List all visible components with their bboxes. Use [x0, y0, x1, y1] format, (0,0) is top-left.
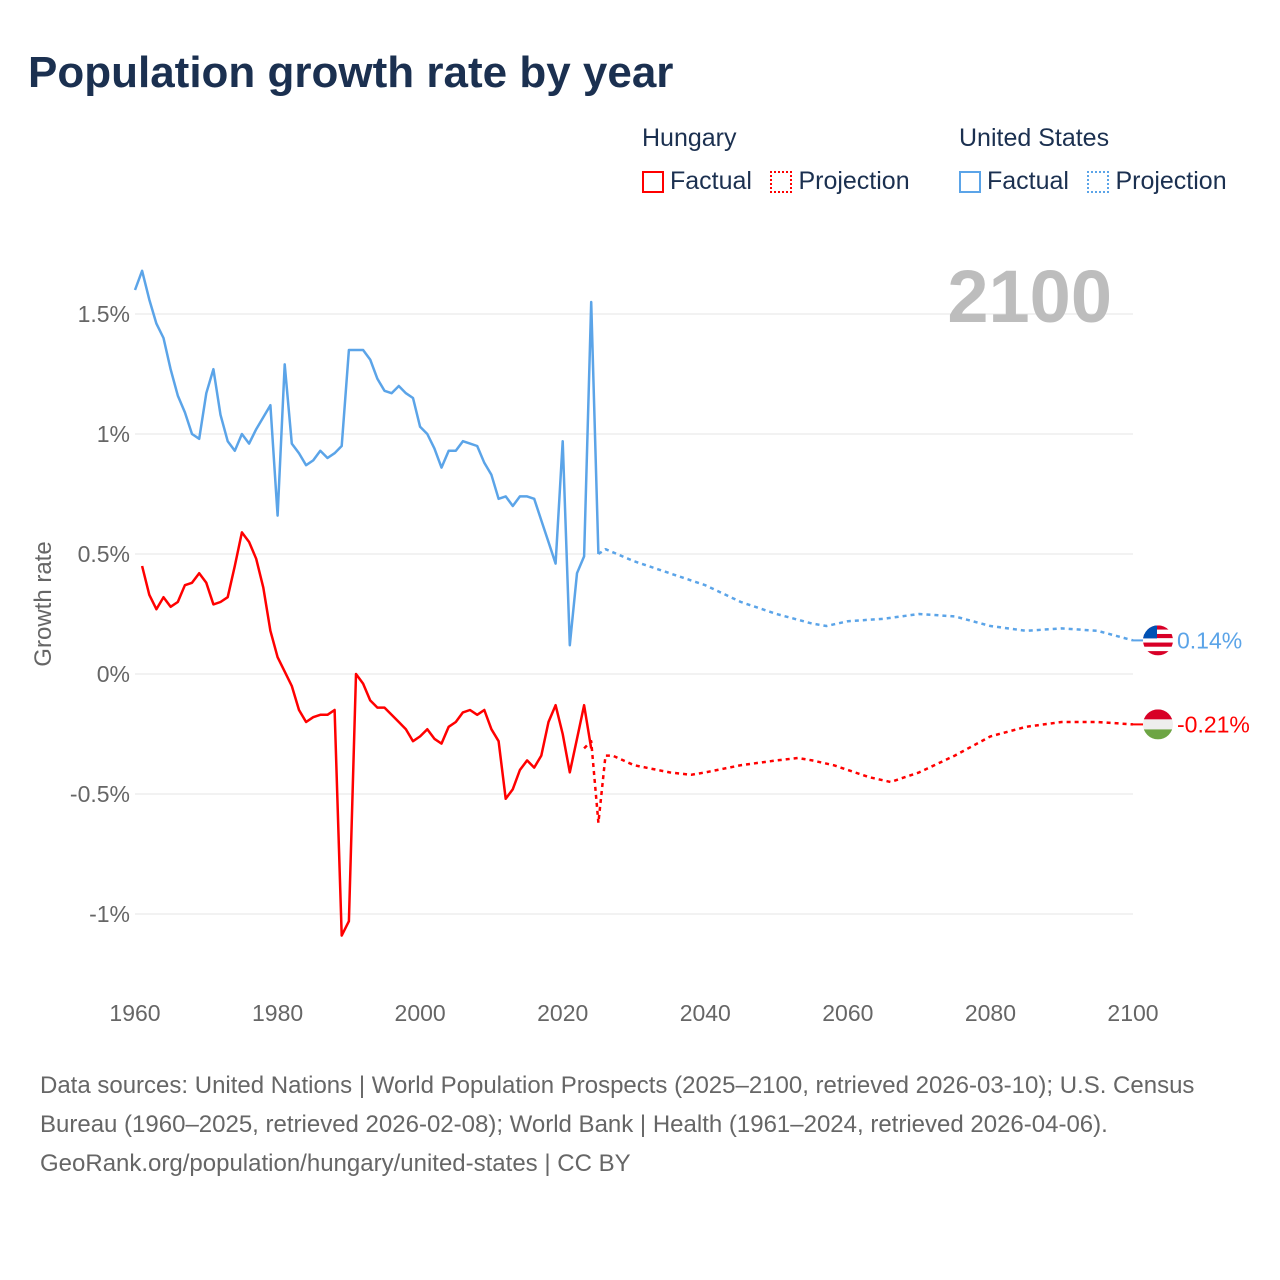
y-tick-label: 0%: [97, 661, 130, 687]
legend-united-states: United States Factual Projection: [959, 124, 1241, 198]
legend-swatch-solid: [959, 170, 981, 193]
y-tick-label: -0.5%: [70, 781, 130, 807]
line-chart: 1.5% 1% 0.5% 0% -0.5% -1% 1960 1980 2000 2020 2040…: [30, 255, 1250, 1026]
x-tick-label: 2060: [822, 1000, 873, 1026]
legend-item-hungary-projection[interactable]: Projection: [770, 167, 910, 196]
legend-swatch-solid: [642, 170, 664, 193]
legend-item-us-factual[interactable]: Factual: [959, 167, 1069, 196]
year-watermark: 2100: [947, 255, 1112, 338]
x-tick-label: 2080: [965, 1000, 1016, 1026]
series-line-united-states-projection: [597, 547, 1134, 642]
y-tick-label: 1%: [97, 421, 130, 447]
legend-swatch-dotted: [1087, 170, 1110, 193]
end-value-label: -0.21%: [1177, 711, 1250, 737]
y-tick-label: 1.5%: [78, 301, 130, 327]
x-tick-label: 1960: [109, 1000, 160, 1026]
y-tick-label: 0.5%: [78, 541, 130, 567]
legend-label: Projection: [1115, 167, 1227, 195]
x-tick-label: 2040: [680, 1000, 731, 1026]
legend-label: Projection: [798, 167, 910, 195]
y-tick-label: -1%: [89, 901, 130, 927]
legend-swatch-dotted: [770, 170, 793, 193]
attribution-link[interactable]: GeoRank.org/population/hungary/united-st…: [40, 1150, 631, 1177]
chart-title: Population growth rate by year: [28, 48, 674, 97]
us-flag-icon: [1133, 625, 1173, 656]
legend-item-hungary-factual[interactable]: Factual: [642, 167, 752, 196]
data-sources: Data sources: United Nations | World Pop…: [40, 1072, 1195, 1138]
hungary-flag-icon: [1133, 709, 1173, 740]
y-axis-label: Growth rate: [30, 541, 57, 666]
x-tick-label: 1980: [252, 1000, 303, 1026]
legend-title-hungary: Hungary: [642, 124, 737, 152]
end-value-label: 0.14%: [1177, 627, 1242, 653]
series-line-united-states-factual: [133, 269, 600, 647]
series-line-hungary-factual: [140, 531, 593, 937]
legend-hungary: Hungary Factual Projection: [642, 124, 924, 198]
x-tick-label: 2100: [1107, 1000, 1158, 1026]
legend-label: Factual: [987, 167, 1069, 195]
x-tick-label: 2020: [537, 1000, 588, 1026]
footer: Data sources: United Nations | World Pop…: [40, 1066, 1240, 1183]
x-tick-label: 2000: [395, 1000, 446, 1026]
series-line-hungary-projection: [583, 720, 1134, 825]
legend-label: Factual: [670, 167, 752, 195]
legend-item-us-projection[interactable]: Projection: [1087, 167, 1227, 196]
legend-title-united-states: United States: [959, 124, 1110, 152]
